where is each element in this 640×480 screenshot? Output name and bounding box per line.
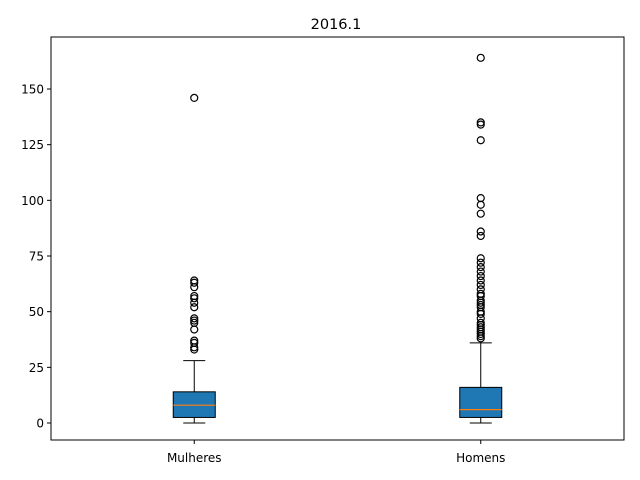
outlier-point xyxy=(476,280,485,290)
outlier-point xyxy=(476,136,485,145)
y-tick-label: 50 xyxy=(29,305,44,319)
outlier-point xyxy=(190,316,199,325)
outlier-point xyxy=(190,278,199,287)
outlier-point xyxy=(190,325,199,334)
chart-title: 2016.1 xyxy=(311,17,362,33)
outlier-point xyxy=(190,291,199,301)
outlier-point xyxy=(476,200,485,209)
outlier-point xyxy=(476,118,485,127)
outlier-point xyxy=(476,323,485,332)
outlier-point xyxy=(476,318,485,327)
outlier-point xyxy=(190,276,199,285)
outlier-point xyxy=(476,254,485,263)
outlier-point xyxy=(476,267,485,276)
outlier-point xyxy=(476,209,485,218)
outlier-point xyxy=(476,276,485,285)
outlier-point xyxy=(476,194,485,203)
outlier-point xyxy=(476,285,485,294)
outlier-point xyxy=(476,227,485,236)
outlier-point xyxy=(190,294,199,303)
y-tick-label: 150 xyxy=(21,83,44,97)
outlier-point xyxy=(476,289,485,298)
outlier-point xyxy=(476,120,485,129)
outlier-point xyxy=(476,263,485,272)
outlier-point xyxy=(476,231,485,241)
y-tick-label: 125 xyxy=(21,138,44,152)
outlier-point xyxy=(190,338,199,347)
x-tick-label: Homens xyxy=(456,451,505,465)
y-tick-label: 25 xyxy=(29,361,44,375)
y-tick-label: 100 xyxy=(21,194,44,208)
outlier-point xyxy=(190,93,199,103)
box-homens xyxy=(459,386,503,418)
outlier-point xyxy=(190,336,199,345)
outlier-point xyxy=(190,318,199,327)
y-tick-label: 75 xyxy=(29,250,44,264)
outlier-point xyxy=(476,53,485,62)
axes-frame xyxy=(50,36,625,441)
outlier-point xyxy=(476,258,485,267)
x-tick-label: Mulheres xyxy=(167,451,222,465)
y-tick-label: 0 xyxy=(36,417,44,431)
outlier-point xyxy=(190,303,199,312)
outlier-point xyxy=(476,271,485,281)
outlier-point xyxy=(476,300,485,310)
outlier-point xyxy=(190,314,199,323)
